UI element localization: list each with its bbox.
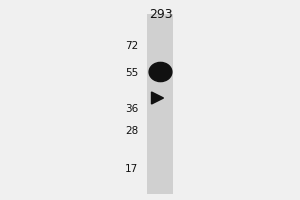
Text: 55: 55 (125, 68, 138, 78)
Text: 293: 293 (149, 8, 172, 21)
Text: 28: 28 (125, 126, 138, 136)
Polygon shape (152, 92, 164, 104)
Text: 36: 36 (125, 104, 138, 114)
Ellipse shape (149, 62, 172, 82)
Bar (147, 14, 172, 194)
Text: 72: 72 (125, 41, 138, 51)
Text: 17: 17 (125, 164, 138, 174)
